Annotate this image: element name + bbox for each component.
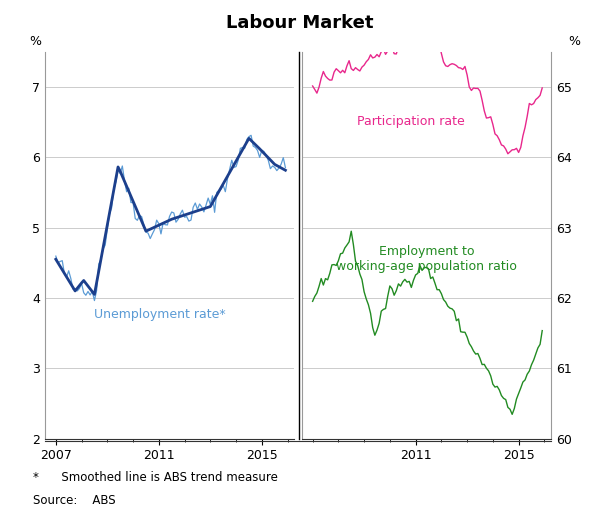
- Text: Participation rate: Participation rate: [356, 115, 464, 128]
- Text: Unemployment rate*: Unemployment rate*: [94, 308, 226, 321]
- Text: Employment to
working-age population ratio: Employment to working-age population rat…: [336, 245, 517, 273]
- Text: %: %: [29, 35, 41, 48]
- Text: *      Smoothed line is ABS trend measure: * Smoothed line is ABS trend measure: [33, 471, 278, 484]
- Text: Source:    ABS: Source: ABS: [33, 494, 116, 507]
- Text: %: %: [568, 35, 580, 48]
- Text: Labour Market: Labour Market: [226, 15, 374, 32]
